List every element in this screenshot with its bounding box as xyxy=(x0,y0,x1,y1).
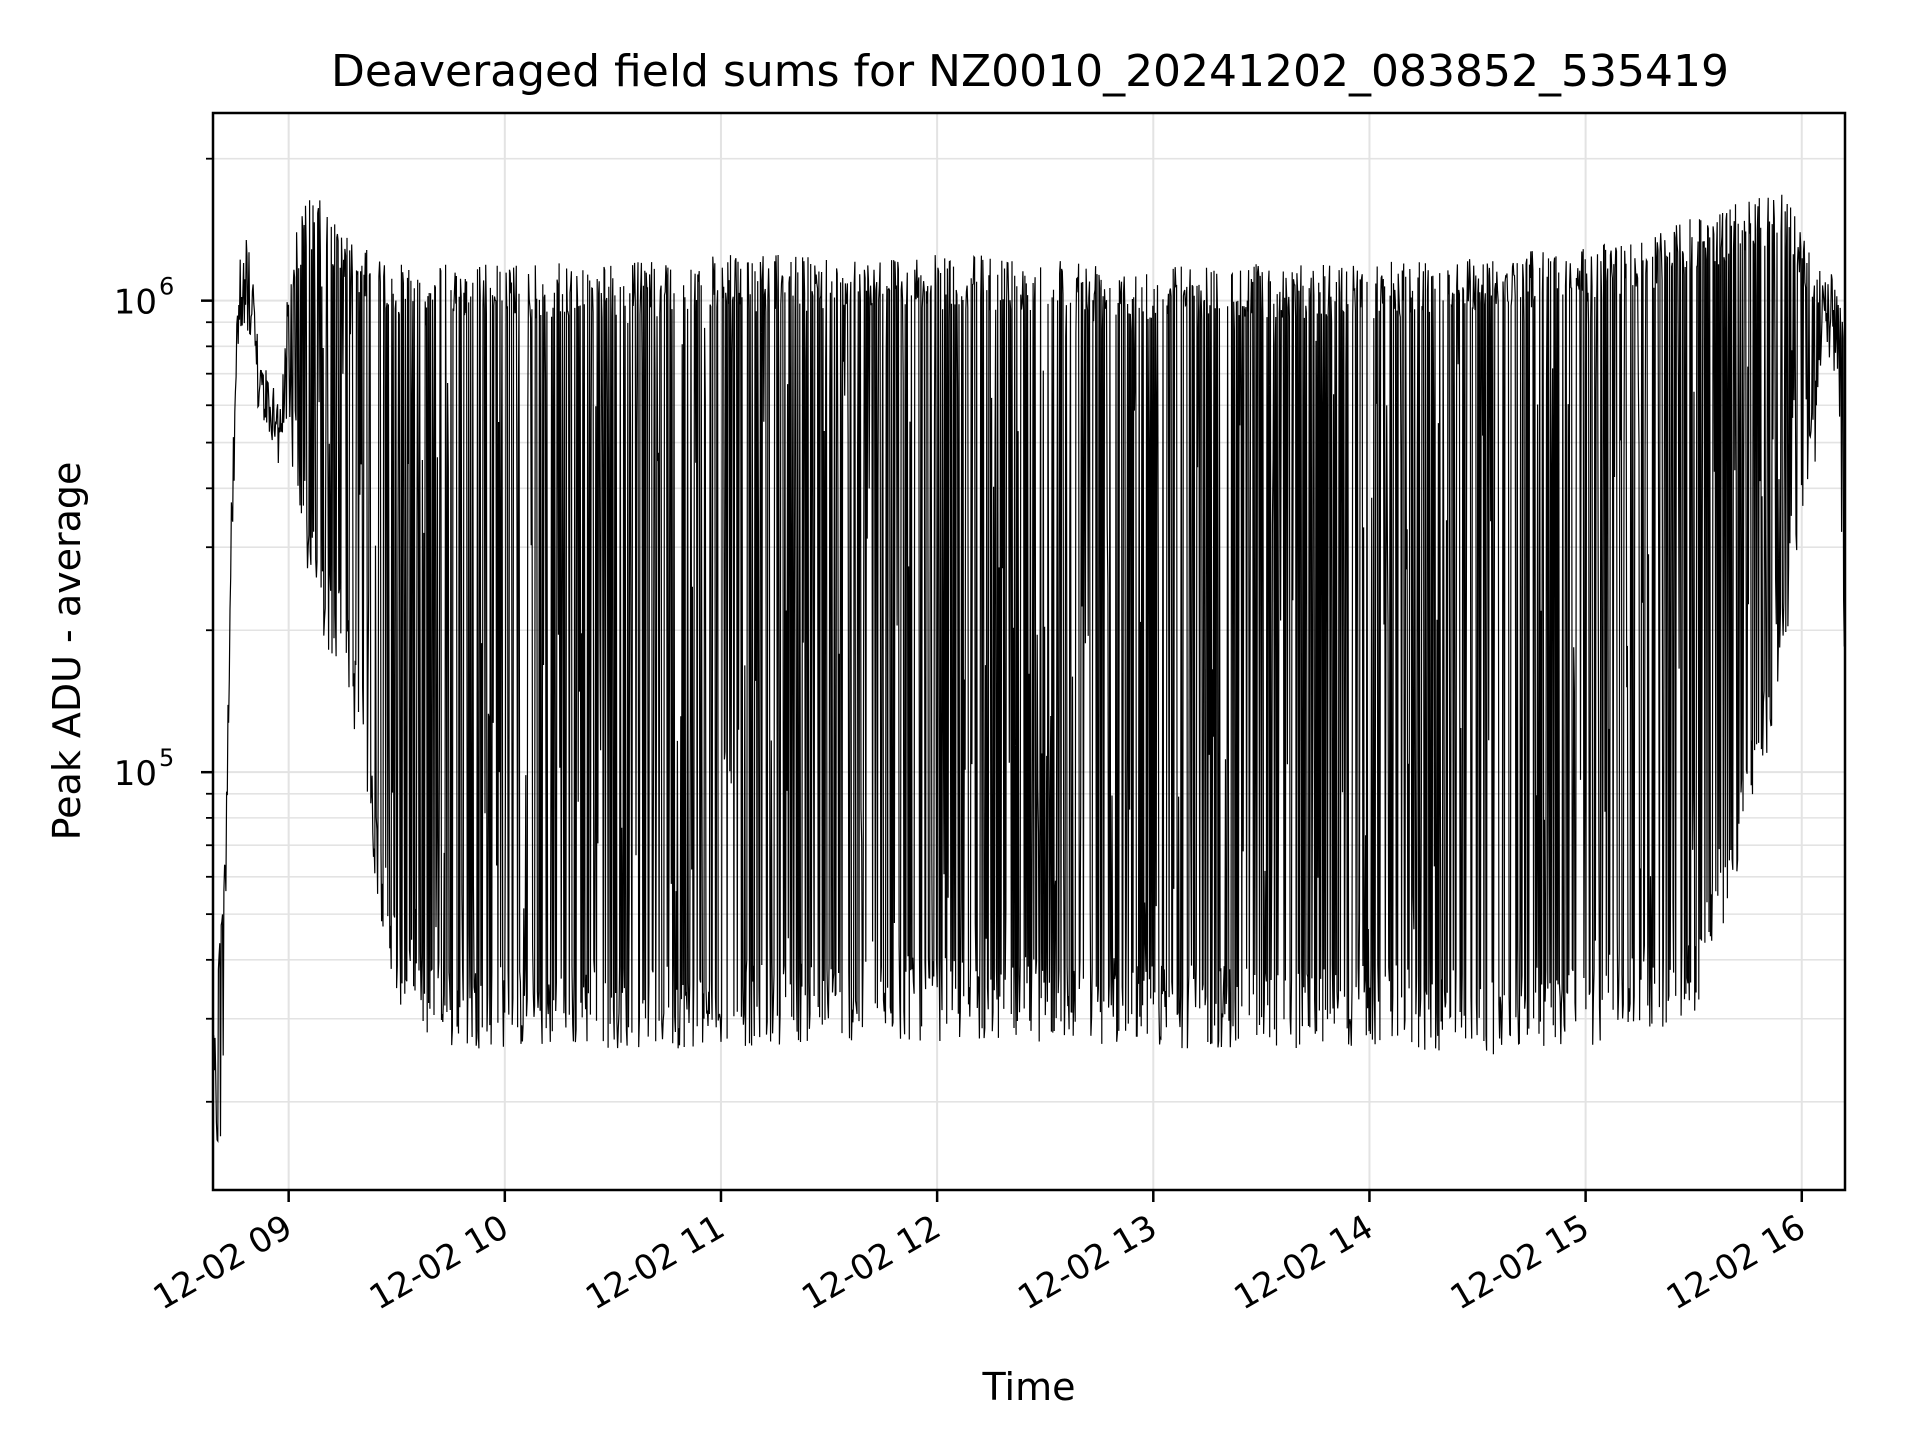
chart-title: Deaveraged field sums for NZ0010_2024120… xyxy=(331,46,1729,97)
y-tick-exponent: 5 xyxy=(159,744,174,772)
y-axis-label: Peak ADU - average xyxy=(45,462,89,841)
x-axis-label: Time xyxy=(982,1365,1076,1409)
plot-frame xyxy=(211,111,1847,1192)
y-tick-base: 10 xyxy=(114,754,157,794)
y-tick-exponent: 6 xyxy=(159,273,174,301)
y-tick-label: 10 6 xyxy=(114,273,175,323)
series-line xyxy=(213,194,1845,1144)
y-tick-label: 10 5 xyxy=(114,744,175,794)
y-tick-base: 10 xyxy=(114,283,157,323)
